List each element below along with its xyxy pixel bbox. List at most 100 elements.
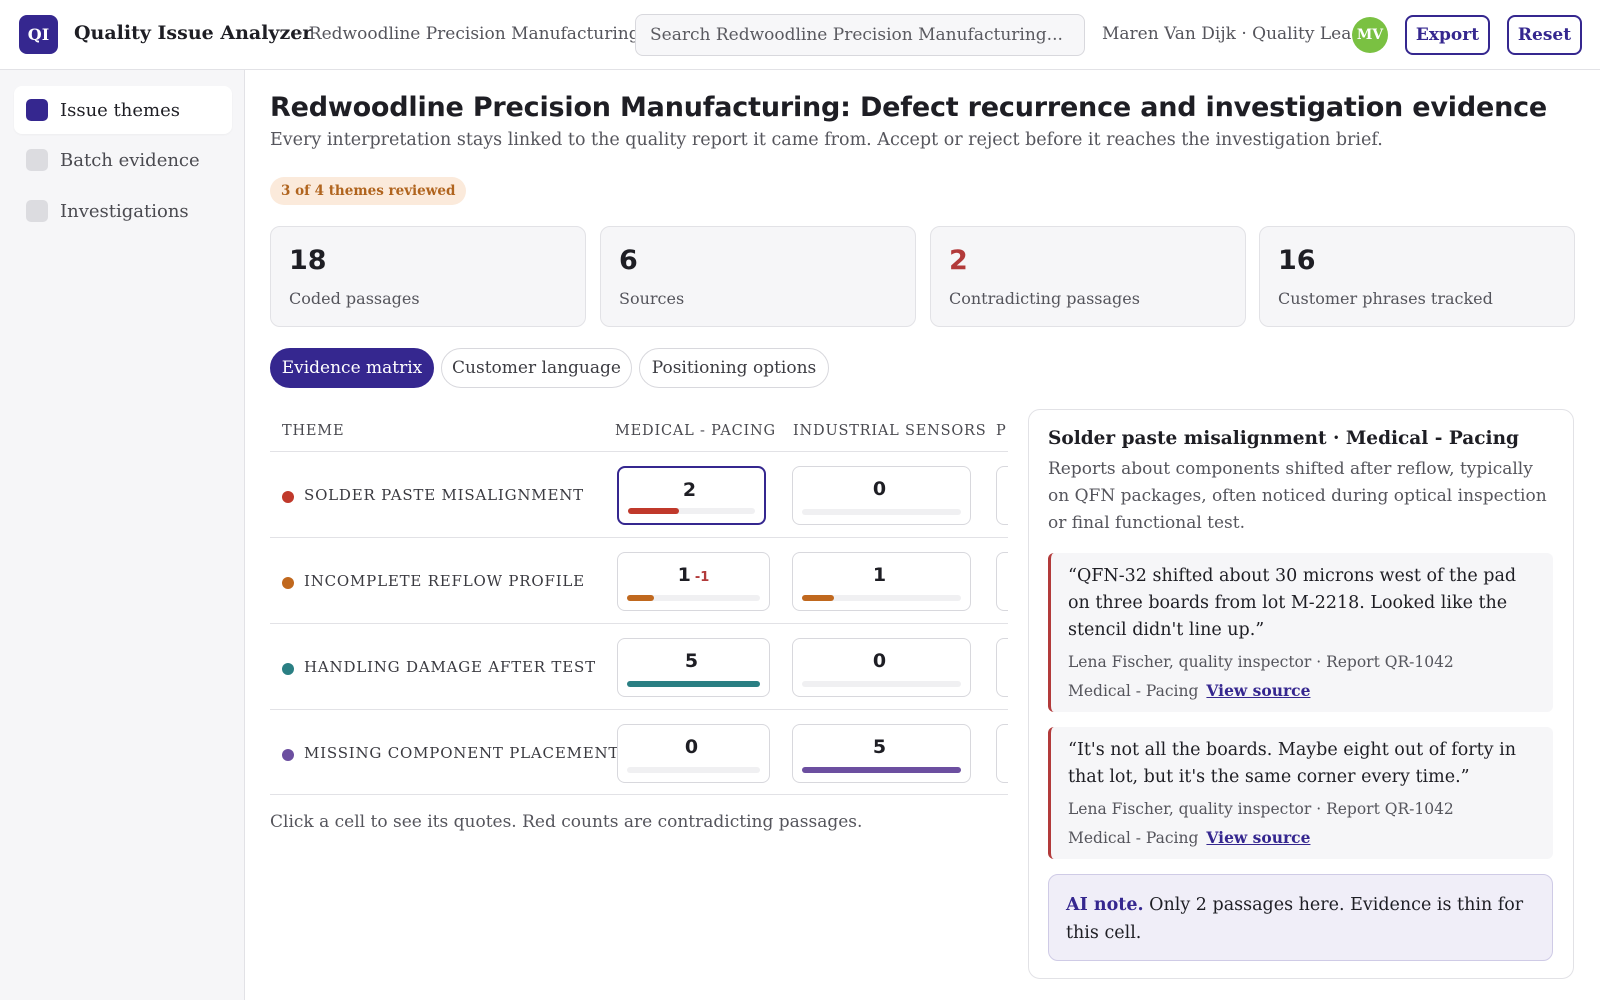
app-title: Quality Issue Analyzer (74, 22, 313, 44)
page-title: Redwoodline Precision Manufacturing: Def… (270, 92, 1548, 123)
count-bar-fill (627, 595, 654, 601)
stat-card-customer-phrases: 16 Customer phrases tracked (1259, 226, 1575, 327)
matrix-cell-truncated[interactable] (996, 638, 1008, 697)
quote-footer: Medical - Pacing View source (1068, 828, 1537, 847)
avatar[interactable]: MV (1352, 17, 1388, 53)
stat-card-sources: 6 Sources (600, 226, 916, 327)
theme-color-dot (282, 577, 294, 589)
column-header-theme: THEME (282, 423, 345, 439)
reset-button[interactable]: Reset (1507, 15, 1582, 55)
view-source-link[interactable]: View source (1206, 681, 1311, 700)
quote-footer: Medical - Pacing View source (1068, 681, 1537, 700)
search-input[interactable] (635, 14, 1085, 56)
sidebar-item-issue-themes[interactable]: Issue themes (14, 86, 232, 134)
square-icon (26, 200, 48, 222)
theme-color-dot (282, 491, 294, 503)
ai-note-label: AI note. (1066, 895, 1144, 915)
cell-count: 2 (682, 479, 697, 501)
stat-label: Sources (619, 289, 685, 308)
detail-title: Solder paste misalignment · Medical - Pa… (1048, 428, 1519, 449)
matrix-cell[interactable]: 0 (792, 466, 971, 525)
quote-text: “It's not all the boards. Maybe eight ou… (1068, 740, 1516, 787)
sidebar-item-label: Issue themes (60, 99, 180, 121)
stat-value: 6 (619, 245, 638, 276)
review-status-badge: 3 of 4 themes reviewed (270, 177, 467, 205)
count-bar-fill (627, 681, 760, 687)
quote-card: “QFN-32 shifted about 30 microns west of… (1048, 553, 1553, 712)
matrix-cell-truncated[interactable] (996, 724, 1008, 783)
cell-count: 5 (872, 736, 887, 758)
org-breadcrumb: · Redwoodline Precision Manufacturing (298, 24, 640, 44)
theme-label: HANDLING DAMAGE AFTER TEST (304, 658, 596, 676)
matrix-cell-truncated[interactable] (996, 552, 1008, 611)
ai-note-text: Only 2 passages here. Evidence is thin f… (1066, 895, 1524, 943)
cell-count: 0 (684, 736, 699, 758)
stat-value: 2 (949, 245, 968, 276)
square-icon (26, 149, 48, 171)
table-row: MISSING COMPONENT PLACEMENT 0 5 (270, 709, 1008, 795)
count-bar-track (802, 767, 961, 773)
column-header-medical-pacing: MEDICAL - PACING (615, 423, 776, 439)
theme-color-dot (282, 663, 294, 675)
contradiction-count: -1 (694, 570, 710, 585)
count-bar-track (628, 508, 755, 514)
table-row: SOLDER PASTE MISALIGNMENT 2 0 (270, 451, 1008, 537)
stat-value: 16 (1278, 245, 1316, 276)
matrix-cell[interactable]: 1 (792, 552, 971, 611)
count-bar-fill (802, 767, 961, 773)
sidebar-item-batch-evidence[interactable]: Batch evidence (14, 136, 232, 184)
quote-attribution: Lena Fischer, quality inspector · Report… (1068, 800, 1454, 818)
theme-label: MISSING COMPONENT PLACEMENT (304, 744, 620, 762)
quote-segment: Medical - Pacing (1068, 682, 1199, 700)
sidebar-item-investigations[interactable]: Investigations (14, 187, 232, 235)
column-header-truncated: P (996, 423, 1007, 439)
page-subtitle: Every interpretation stays linked to the… (270, 130, 1383, 150)
matrix-cell-truncated[interactable] (996, 466, 1008, 525)
view-source-link[interactable]: View source (1206, 828, 1311, 847)
count-bar-track (802, 681, 961, 687)
matrix-cell[interactable]: 5 (792, 724, 971, 783)
ai-note: AI note. Only 2 passages here. Evidence … (1048, 874, 1553, 961)
sidebar-item-label: Batch evidence (60, 149, 200, 171)
matrix-cell[interactable]: 0 (792, 638, 971, 697)
quote-text: “QFN-32 shifted about 30 microns west of… (1068, 566, 1517, 640)
stat-value: 18 (289, 245, 327, 276)
count-bar-fill (802, 595, 834, 601)
cell-count: 1 (872, 564, 887, 586)
sidebar: Issue themes Batch evidence Investigatio… (0, 70, 245, 1000)
count-bar-track (802, 509, 961, 515)
stat-card-coded-passages: 18 Coded passages (270, 226, 586, 327)
stat-label: Customer phrases tracked (1278, 289, 1493, 308)
table-row: HANDLING DAMAGE AFTER TEST 5 0 (270, 623, 1008, 709)
tab-customer-language[interactable]: Customer language (441, 348, 632, 388)
export-button[interactable]: Export (1405, 15, 1490, 55)
cell-count: 5 (684, 650, 699, 672)
tab-evidence-matrix[interactable]: Evidence matrix (270, 348, 434, 388)
matrix-hint: Click a cell to see its quotes. Red coun… (270, 812, 863, 832)
detail-description: Reports about components shifted after r… (1048, 459, 1547, 533)
theme-label: SOLDER PASTE MISALIGNMENT (304, 486, 584, 504)
tab-positioning-options[interactable]: Positioning options (639, 348, 829, 388)
count-bar-fill (628, 508, 679, 514)
stat-label: Coded passages (289, 289, 420, 308)
quote-segment: Medical - Pacing (1068, 829, 1199, 847)
count-bar-track (627, 595, 760, 601)
matrix-cell[interactable]: 5 (617, 638, 770, 697)
cell-count: 0 (872, 650, 887, 672)
matrix-cell[interactable]: 1 -1 (617, 552, 770, 611)
stat-card-contradicting-passages: 2 Contradicting passages (930, 226, 1246, 327)
evidence-matrix: THEME MEDICAL - PACING INDUSTRIAL SENSOR… (270, 410, 1008, 800)
matrix-cell[interactable]: 0 (617, 724, 770, 783)
app-logo: QI (19, 15, 58, 54)
detail-panel: Solder paste misalignment · Medical - Pa… (1028, 409, 1574, 979)
count-bar-track (627, 767, 760, 773)
sidebar-item-label: Investigations (60, 200, 189, 222)
cell-count: 0 (872, 478, 887, 500)
square-icon (26, 99, 48, 121)
count-bar-track (627, 681, 760, 687)
quote-attribution: Lena Fischer, quality inspector · Report… (1068, 653, 1454, 671)
stat-label: Contradicting passages (949, 289, 1140, 308)
table-row: INCOMPLETE REFLOW PROFILE 1 -1 1 (270, 537, 1008, 623)
matrix-cell[interactable]: 2 (617, 466, 766, 525)
count-bar-track (802, 595, 961, 601)
